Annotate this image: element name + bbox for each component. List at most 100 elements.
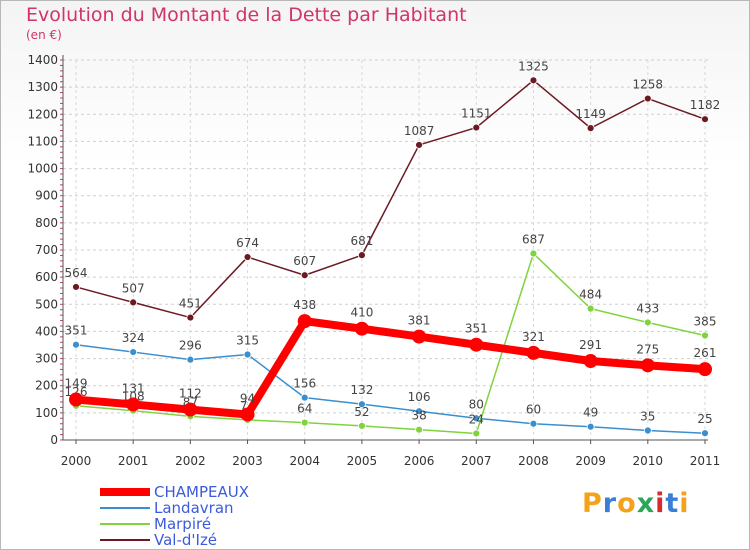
data-label-landavran: 324 (122, 331, 145, 345)
data-point-val-d-iz- (643, 94, 652, 103)
data-point-marpir- (529, 249, 538, 258)
series-line-marpir- (75, 252, 706, 435)
data-label-champeaux: 275 (636, 342, 659, 356)
series-line-champeaux (75, 317, 706, 419)
data-point-marpir- (358, 421, 366, 430)
y-tick-label: 300 (35, 352, 58, 366)
x-tick-label: 2003 (232, 454, 263, 468)
data-label-champeaux: 410 (350, 306, 373, 320)
y-tick-label: 100 (35, 406, 58, 420)
data-point-val-d-iz- (243, 253, 252, 261)
data-point-val-d-iz- (358, 251, 366, 260)
logo-letter: P (582, 488, 603, 519)
legend-label-landavran: Landavran (154, 499, 234, 517)
data-point-landavran (243, 350, 252, 359)
legend-swatch-landavran (100, 507, 150, 509)
chart-title: Evolution du Montant de la Dette par Hab… (26, 4, 467, 26)
data-point-val-d-iz- (300, 271, 309, 280)
data-point-champeaux (526, 345, 541, 360)
chart-unit: (en €) (26, 28, 62, 42)
legend-label-champeaux: CHAMPEAUX (154, 483, 249, 501)
y-tick-label: 1000 (27, 162, 58, 176)
data-point-champeaux (698, 362, 712, 377)
data-label-landavran: 315 (236, 334, 259, 348)
data-label-landavran: 132 (350, 383, 373, 397)
data-point-marpir- (643, 318, 652, 327)
data-label-landavran: 60 (526, 403, 541, 417)
data-point-val-d-iz- (586, 124, 595, 133)
logo-letter: x (636, 488, 656, 519)
data-label-marpir-: 38 (411, 409, 426, 423)
data-label-marpir-: 52 (354, 405, 369, 419)
legend-label-val-d-ize: Val-d'Izé (154, 531, 218, 549)
y-tick-label: 1200 (27, 107, 58, 121)
data-point-landavran (701, 429, 709, 438)
data-point-champeaux (126, 397, 141, 412)
x-tick-label: 2006 (404, 454, 435, 468)
data-label-val-d-iz-: 451 (179, 297, 202, 311)
data-label-val-d-iz-: 1182 (690, 98, 721, 112)
data-label-val-d-iz-: 1258 (633, 78, 664, 92)
legend-swatch-val-d-ize (100, 539, 150, 541)
data-label-marpir-: 385 (694, 315, 717, 329)
x-tick-label: 2009 (575, 454, 606, 468)
data-label-champeaux: 94 (240, 391, 255, 405)
data-label-val-d-iz-: 1149 (575, 107, 606, 121)
data-point-landavran (529, 419, 538, 428)
y-tick-label: 200 (35, 379, 58, 393)
y-tick-label: 800 (35, 216, 58, 230)
data-point-val-d-iz- (529, 76, 538, 85)
data-point-champeaux (297, 314, 312, 329)
data-label-val-d-iz-: 607 (293, 254, 316, 268)
data-point-val-d-iz- (186, 313, 195, 322)
data-label-champeaux: 438 (293, 298, 316, 312)
data-label-champeaux: 351 (465, 322, 488, 336)
x-tick-label: 2000 (61, 454, 92, 468)
data-point-landavran (300, 393, 309, 402)
x-tick-label: 2002 (175, 454, 206, 468)
logo-letter: i (679, 488, 690, 519)
series-line-landavran (75, 343, 706, 434)
data-label-marpir-: 24 (469, 412, 484, 426)
proxiti-logo: Proxiti (582, 488, 690, 519)
data-point-marpir- (472, 429, 481, 438)
series-line-val-d-iz- (75, 79, 706, 319)
data-point-landavran (472, 414, 481, 423)
data-label-val-d-iz-: 681 (350, 234, 373, 248)
data-point-landavran (186, 355, 195, 364)
data-point-marpir- (415, 425, 423, 434)
data-point-val-d-iz- (472, 123, 481, 132)
data-point-champeaux (69, 392, 83, 407)
data-label-landavran: 25 (697, 412, 712, 426)
data-point-landavran (358, 400, 366, 409)
data-label-champeaux: 381 (408, 314, 431, 328)
data-label-val-d-iz-: 564 (65, 266, 88, 280)
y-tick-label: 0 (50, 433, 58, 447)
data-label-landavran: 80 (469, 397, 484, 411)
data-point-champeaux (640, 358, 655, 373)
data-label-marpir-: 687 (522, 233, 545, 247)
x-tick-label: 2007 (461, 454, 492, 468)
data-label-val-d-iz-: 674 (236, 236, 259, 250)
data-point-champeaux (412, 329, 427, 344)
data-label-champeaux: 291 (579, 338, 602, 352)
data-label-landavran: 106 (408, 390, 431, 404)
data-label-champeaux: 131 (122, 381, 145, 395)
y-tick-label: 1100 (27, 134, 58, 148)
data-label-landavran: 296 (179, 339, 202, 353)
data-point-val-d-iz- (701, 115, 709, 124)
data-label-landavran: 351 (65, 324, 88, 338)
data-label-val-d-iz-: 507 (122, 281, 145, 295)
x-tick-label: 2005 (347, 454, 378, 468)
data-label-val-d-iz-: 1151 (461, 107, 492, 121)
data-label-val-d-iz-: 1325 (518, 59, 549, 73)
x-tick-label: 2010 (633, 454, 664, 468)
x-tick-label: 2004 (289, 454, 320, 468)
logo-letter: r (602, 488, 618, 519)
x-tick-label: 2001 (118, 454, 149, 468)
data-point-val-d-iz- (415, 141, 423, 149)
data-point-marpir- (300, 418, 309, 427)
y-tick-label: 1300 (27, 80, 58, 94)
